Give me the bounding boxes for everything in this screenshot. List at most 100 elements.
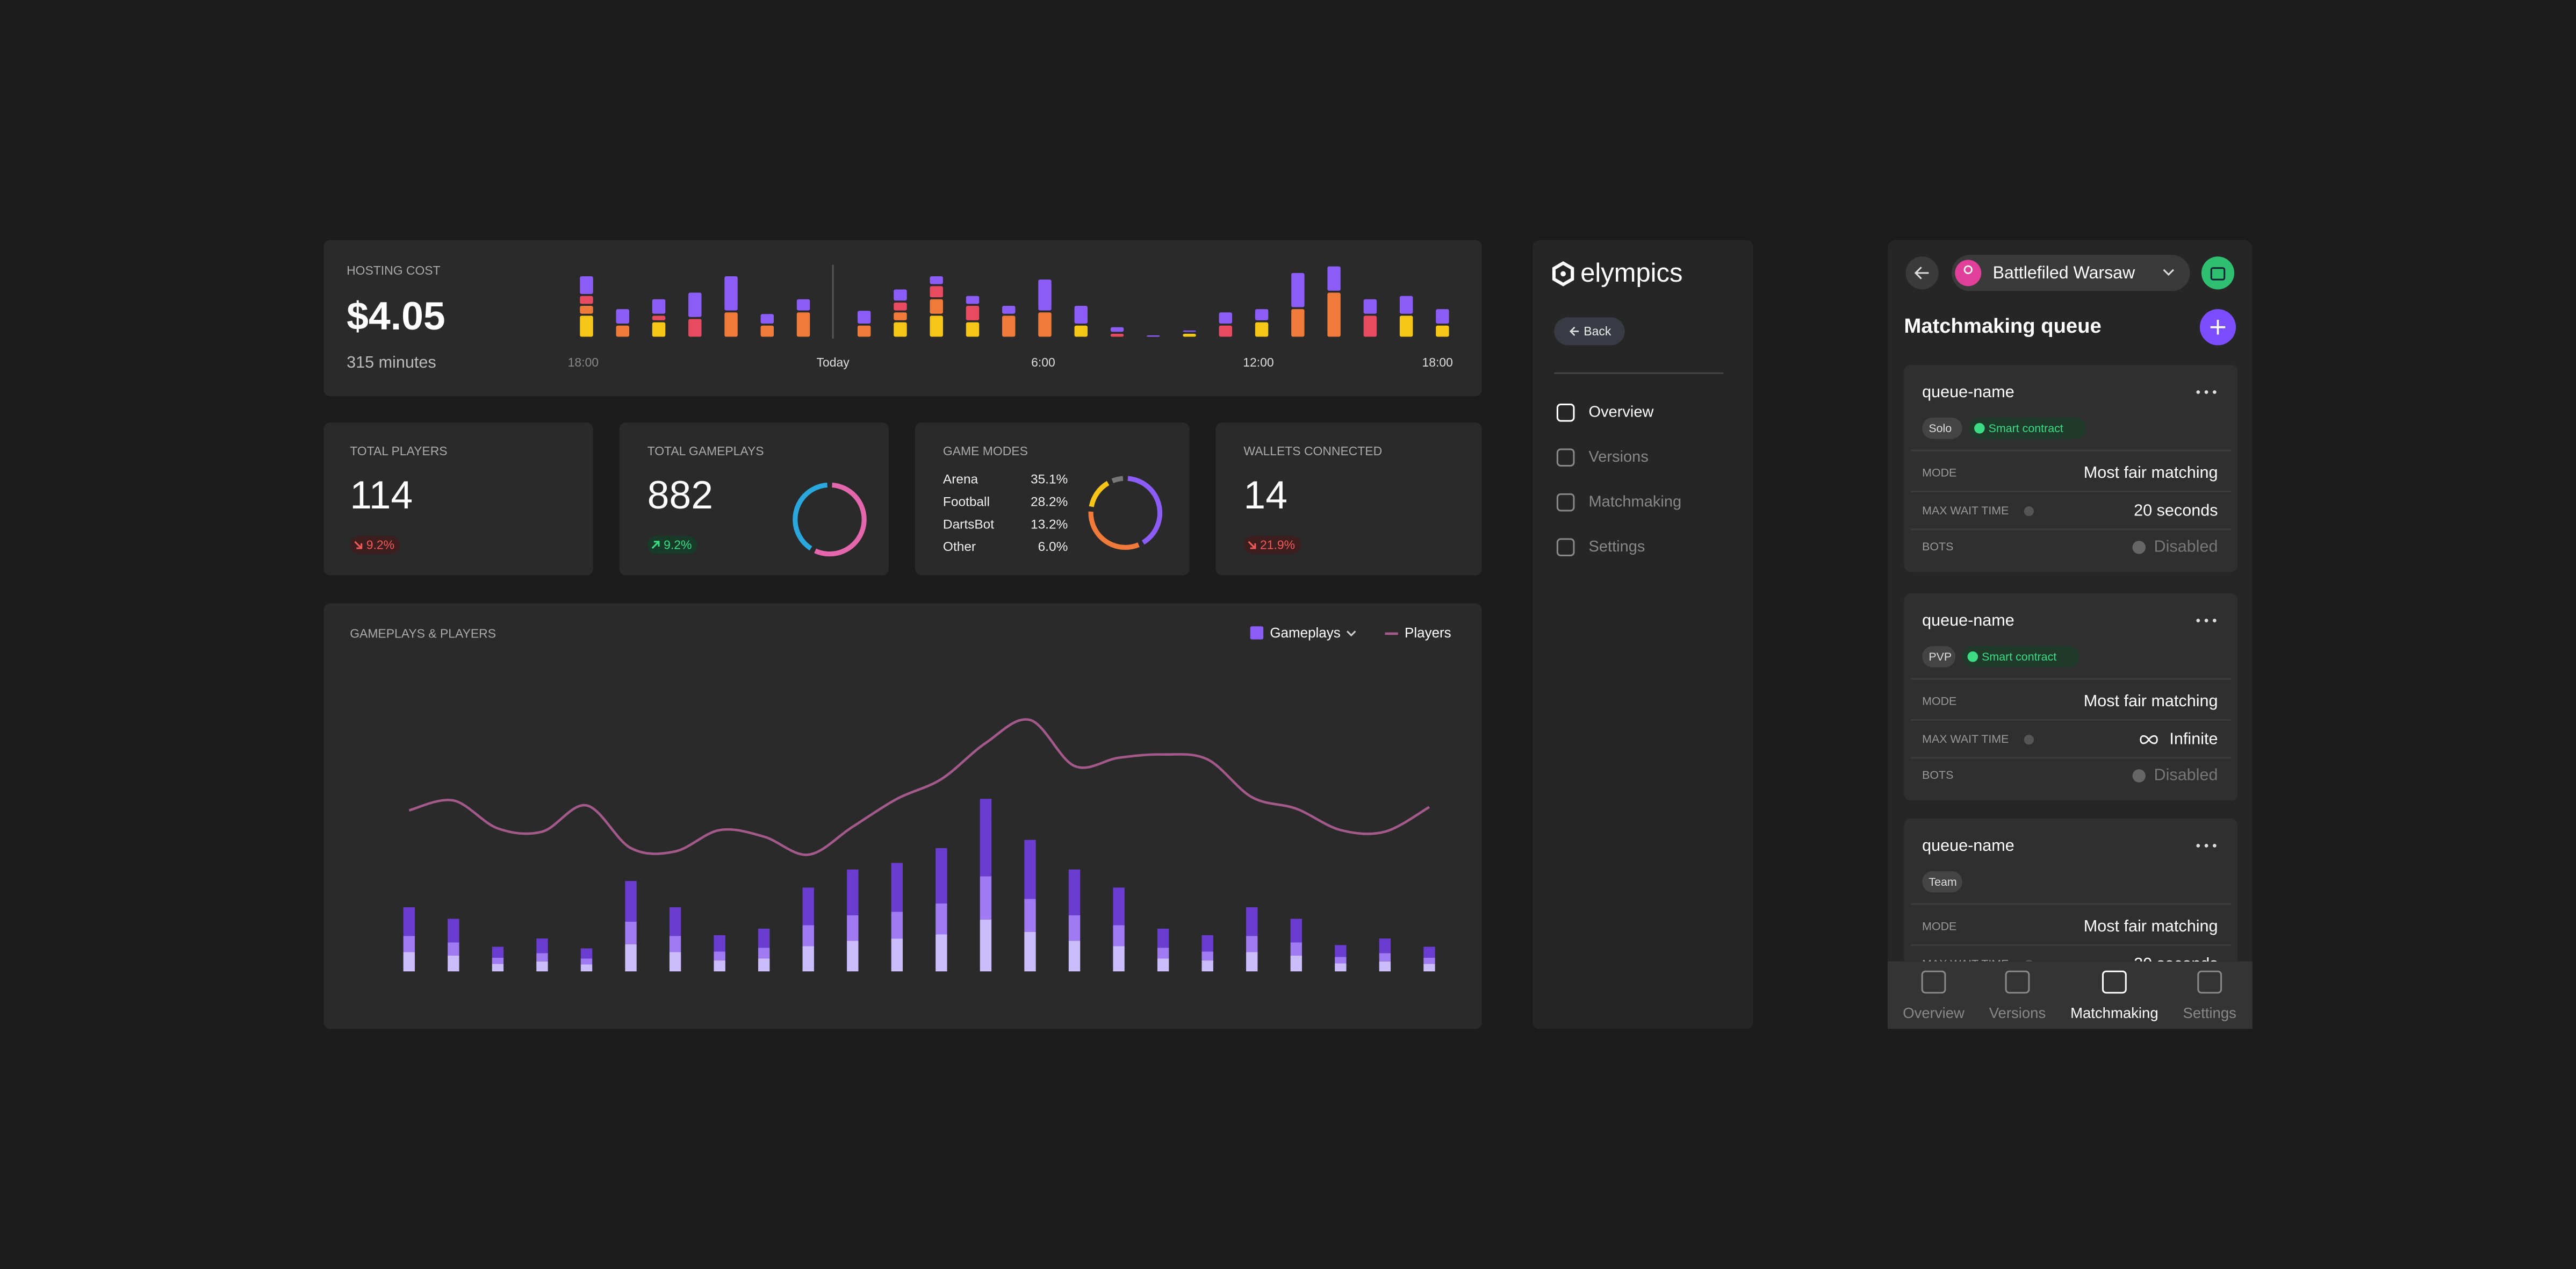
row-label: MODE — [1922, 920, 1956, 933]
row-value: Most fair matching — [2084, 692, 2218, 710]
queue-name: queue-name — [1922, 836, 2014, 855]
row-value: Disabled — [2154, 766, 2218, 784]
cost-bar-segment — [760, 314, 774, 324]
kpi-delta: 9.2% — [664, 537, 692, 551]
trend-arrow — [1248, 541, 1256, 549]
queue-card — [1904, 818, 2238, 962]
tab-icon[interactable] — [2197, 970, 2222, 994]
queue-card — [1904, 365, 2238, 572]
mobile-content: Battlefiled Warsaw Matchmaking queue queue… — [1904, 255, 2238, 973]
menu-dot[interactable] — [2213, 390, 2217, 394]
tag — [1922, 871, 1962, 893]
players-line — [408, 718, 1430, 856]
nav-item: Settings — [1589, 538, 1645, 555]
cost-bar-segment — [760, 325, 774, 337]
cost-bar-segment — [580, 306, 593, 314]
delta-pill — [647, 536, 697, 554]
row-label: MAX WAIT TIME — [1922, 733, 2009, 745]
chart-card — [323, 603, 1482, 1029]
kpi-value: 14 — [1243, 473, 1287, 517]
menu-dot[interactable] — [2196, 619, 2200, 622]
donut-segment — [1088, 476, 1163, 550]
cost-bar-segment — [1147, 335, 1160, 337]
back-button[interactable] — [1554, 317, 1625, 346]
menu-dot[interactable] — [2213, 619, 2217, 622]
cost-bar-segment — [1291, 273, 1305, 307]
cost-bar-segment — [930, 316, 943, 337]
menu-dot[interactable] — [2196, 390, 2200, 394]
cost-bar-segment — [930, 299, 943, 314]
menu-dot[interactable] — [2204, 619, 2208, 622]
kpi-label: TOTAL GAMEPLAYS — [647, 444, 764, 458]
gameplays-bar — [669, 907, 681, 972]
row-value: Most fair matching — [2084, 463, 2218, 482]
kpi-value: 882 — [647, 473, 713, 517]
row-value: Infinite — [2169, 729, 2218, 748]
back-arrow — [1569, 326, 1579, 336]
wallet-button[interactable] — [2201, 256, 2235, 290]
chart-title: GAMEPLAYS & PLAYERS — [350, 627, 496, 641]
nav-item: Versions — [1589, 448, 1649, 465]
legend-value: 35.1% — [1031, 472, 1068, 487]
row-value: 20 seconds — [2134, 501, 2218, 519]
cost-bar-segment — [1074, 325, 1088, 337]
cost-bar-segment — [930, 276, 943, 284]
x-tick-label: 12:00 — [1243, 355, 1273, 369]
gameplays-bar — [1201, 935, 1213, 972]
x-tick-label: 18:00 — [1422, 355, 1453, 369]
kpi-label: GAME MODES — [943, 444, 1028, 458]
menu-dot[interactable] — [2204, 844, 2208, 848]
row-label: BOTS — [1922, 540, 1953, 553]
row-value: 20 seconds — [2134, 955, 2218, 973]
legend-chevron[interactable] — [1346, 630, 1356, 637]
info-icon — [2024, 735, 2034, 745]
disabled-icon — [2132, 541, 2146, 554]
menu-dot[interactable] — [2213, 844, 2217, 848]
legend-label: DartsBot — [943, 517, 994, 532]
tab-icon[interactable] — [1921, 970, 1946, 994]
add-icon — [2210, 320, 2226, 335]
legend-label: Gameplays — [1270, 625, 1340, 641]
cost-bar-segment — [1399, 296, 1413, 314]
cost-bar-segment — [1183, 333, 1196, 337]
brand-logo — [1552, 261, 1574, 286]
cost-bar-segment — [1110, 327, 1124, 332]
gameplays-bar — [1113, 887, 1125, 972]
menu-dot[interactable] — [2204, 390, 2208, 394]
tag — [1968, 417, 2086, 439]
cost-bar-segment — [1110, 333, 1124, 337]
cost-bar-segment — [1002, 316, 1016, 337]
card-value: $4.05 — [347, 294, 445, 338]
legend-label: Other — [943, 540, 976, 554]
cost-bar-segment — [724, 312, 738, 337]
row-label: BOTS — [1922, 769, 1953, 782]
tab-icon[interactable] — [2005, 970, 2030, 994]
menu-dot[interactable] — [2196, 844, 2200, 848]
cost-bar-segment — [857, 311, 871, 324]
kpi-label: TOTAL PLAYERS — [350, 444, 447, 458]
queue-name: queue-name — [1922, 611, 2014, 629]
cost-bar-segment — [1363, 299, 1377, 314]
cost-bar-segment — [652, 299, 666, 314]
tab-label: Matchmaking — [2070, 1005, 2158, 1021]
cost-bar-segment — [1255, 322, 1269, 337]
kpi-card — [915, 422, 1190, 576]
cost-bar-segment — [894, 289, 907, 301]
gameplays-bar — [847, 869, 859, 972]
tag-label: Solo — [1929, 422, 1952, 435]
gameplays-bar — [403, 907, 415, 972]
gameplays-bar — [980, 799, 992, 972]
gameplays-bar — [758, 928, 770, 972]
cost-bar-segment — [796, 299, 810, 311]
gameplays-bar — [625, 881, 637, 972]
cost-bar-segment — [1327, 266, 1341, 291]
tag — [1922, 417, 1962, 439]
cost-bar-segment — [1038, 279, 1052, 311]
cost-bar-segment — [1363, 316, 1377, 337]
card-subtitle: 315 minutes — [347, 353, 436, 371]
donut-segment — [1088, 476, 1163, 550]
project-select[interactable] — [1952, 255, 2190, 291]
tab-icon[interactable] — [2102, 970, 2127, 994]
queue-name: queue-name — [1922, 383, 2014, 401]
wallet-icon — [2210, 267, 2226, 281]
